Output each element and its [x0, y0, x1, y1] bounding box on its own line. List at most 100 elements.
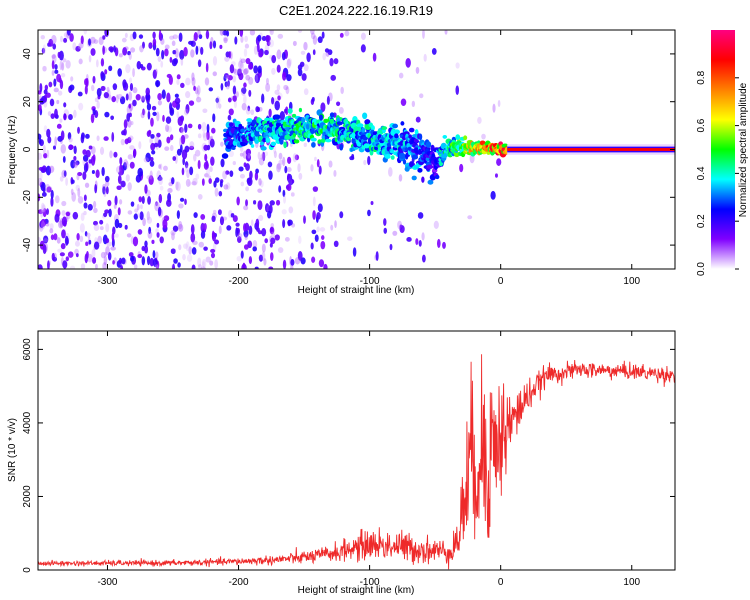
spectrogram-cell — [157, 93, 162, 101]
spectrogram-cell — [123, 128, 127, 136]
spectrogram-cell — [59, 79, 64, 90]
spectrogram-cell — [77, 43, 83, 50]
spectrogram-cell — [260, 146, 267, 151]
spectrogram-cell — [91, 248, 96, 258]
spectrogram-cell — [306, 52, 311, 63]
spectrogram-cell — [130, 47, 136, 53]
spectrogram-cell — [59, 60, 63, 71]
spectrogram-cell — [338, 106, 344, 114]
spectrogram-cell — [260, 153, 266, 161]
spectrogram-cell — [258, 254, 264, 262]
spectrogram-cell — [73, 145, 77, 155]
spectrogram-cell — [202, 132, 208, 142]
spectrogram-cell — [72, 42, 77, 51]
spectrogram-cell — [233, 68, 239, 76]
spectrogram-cell — [237, 233, 243, 239]
spectrogram-cell — [286, 74, 292, 82]
spectrogram-cell — [140, 64, 144, 69]
spectrogram-cell — [50, 234, 55, 241]
spectrogram-cell — [122, 162, 128, 171]
spectrogram-cell — [185, 91, 191, 99]
spectrogram-cell — [100, 71, 105, 79]
spectrogram-cell — [435, 174, 440, 180]
spectrogram-cell — [282, 259, 287, 269]
spectrogram-cell — [48, 38, 54, 47]
spectrogram-cell — [397, 220, 403, 230]
spectrogram-cell — [282, 156, 286, 167]
colorbar: 0.0 0.2 0.4 0.6 0.8 Normalized spectral ampl… — [696, 30, 749, 276]
spectrogram-cell — [204, 173, 209, 178]
spectrogram-cell — [202, 108, 208, 114]
spectrogram-cell — [273, 114, 281, 120]
spectrogram-cell — [264, 238, 269, 244]
spectrogram-cell — [126, 112, 131, 122]
y-tick-label: -20 — [22, 190, 33, 205]
spectrogram-cell — [119, 199, 123, 205]
snr-y-label: SNR (10 * v/v) — [7, 418, 18, 482]
spectrogram-cell — [147, 230, 153, 239]
spectrogram-cell — [61, 169, 67, 179]
spectrogram-cell — [157, 206, 162, 217]
spectrogram-cell — [53, 233, 58, 241]
spectrogram-cell — [166, 73, 172, 79]
spectrogram-cell — [310, 32, 316, 40]
spectrogram-cell — [69, 84, 75, 91]
spectrogram-cell — [128, 135, 134, 141]
spectrogram-cell — [104, 69, 108, 75]
spectrogram-cell — [377, 144, 381, 149]
spectrogram-cell — [220, 158, 225, 168]
spectrogram-cell — [352, 247, 357, 257]
spectrogram-cell — [146, 255, 151, 266]
spectrogram-cell — [44, 84, 49, 91]
spectrogram-cell — [54, 69, 59, 74]
spectrogram-cell — [174, 48, 179, 58]
spectrogram-cell — [390, 155, 395, 160]
spectrogram-cell — [183, 46, 188, 57]
spectrogram-cell — [269, 200, 275, 206]
spectrogram-cell — [215, 96, 221, 105]
spectrogram-cell — [245, 57, 251, 65]
spectrogram-cell — [290, 259, 295, 266]
spectrogram-cell — [102, 45, 105, 55]
spectrogram-cell — [78, 58, 83, 65]
spectrogram-cell — [329, 112, 335, 118]
spectrogram-cell — [62, 260, 68, 269]
spectrogram-cell — [381, 126, 388, 131]
spectrogram-cell — [41, 192, 47, 197]
spectrogram-cell — [213, 180, 217, 188]
spectrogram-cell — [312, 35, 318, 45]
spectrogram-cell — [133, 148, 137, 158]
spectrogram-cell — [90, 36, 96, 44]
spectrogram-cell — [120, 264, 124, 269]
spectrogram-cell — [392, 123, 399, 129]
spectrogram-cell — [172, 225, 179, 232]
spectrogram-cell — [310, 242, 314, 250]
spectrogram-cell — [494, 173, 498, 178]
spectrogram-cell — [146, 210, 150, 221]
spectrogram-cell — [356, 123, 364, 128]
spectrogram-cell — [90, 113, 95, 124]
spectrogram-cell — [220, 83, 224, 91]
spectrogram-cell — [117, 68, 122, 77]
spectrogram-cell — [281, 51, 286, 61]
spectrogram-cell — [46, 186, 53, 193]
spectrogram-cell — [87, 203, 93, 211]
spectrogram-cell — [467, 215, 473, 220]
spectrogram-cell — [205, 256, 211, 263]
spectrogram-cell — [394, 133, 399, 139]
spectrogram-cell — [269, 226, 275, 235]
spectrogram-cell — [276, 64, 281, 73]
spectrogram-cell — [224, 75, 229, 80]
spectrogram-cell — [229, 170, 234, 177]
spectrogram-cell — [318, 259, 325, 268]
spectrogram-cell — [184, 161, 189, 169]
spectrogram-cell — [197, 264, 202, 269]
spectrogram-cell — [389, 243, 393, 251]
spectrogram-cell — [183, 243, 189, 250]
spectrogram-cell — [201, 178, 205, 186]
spectrogram-cell — [114, 195, 118, 206]
spectrogram-cell — [193, 85, 196, 92]
spectrogram-cell — [186, 169, 190, 179]
spectrogram-cell — [283, 194, 287, 204]
spectrogram-cell — [425, 156, 430, 162]
